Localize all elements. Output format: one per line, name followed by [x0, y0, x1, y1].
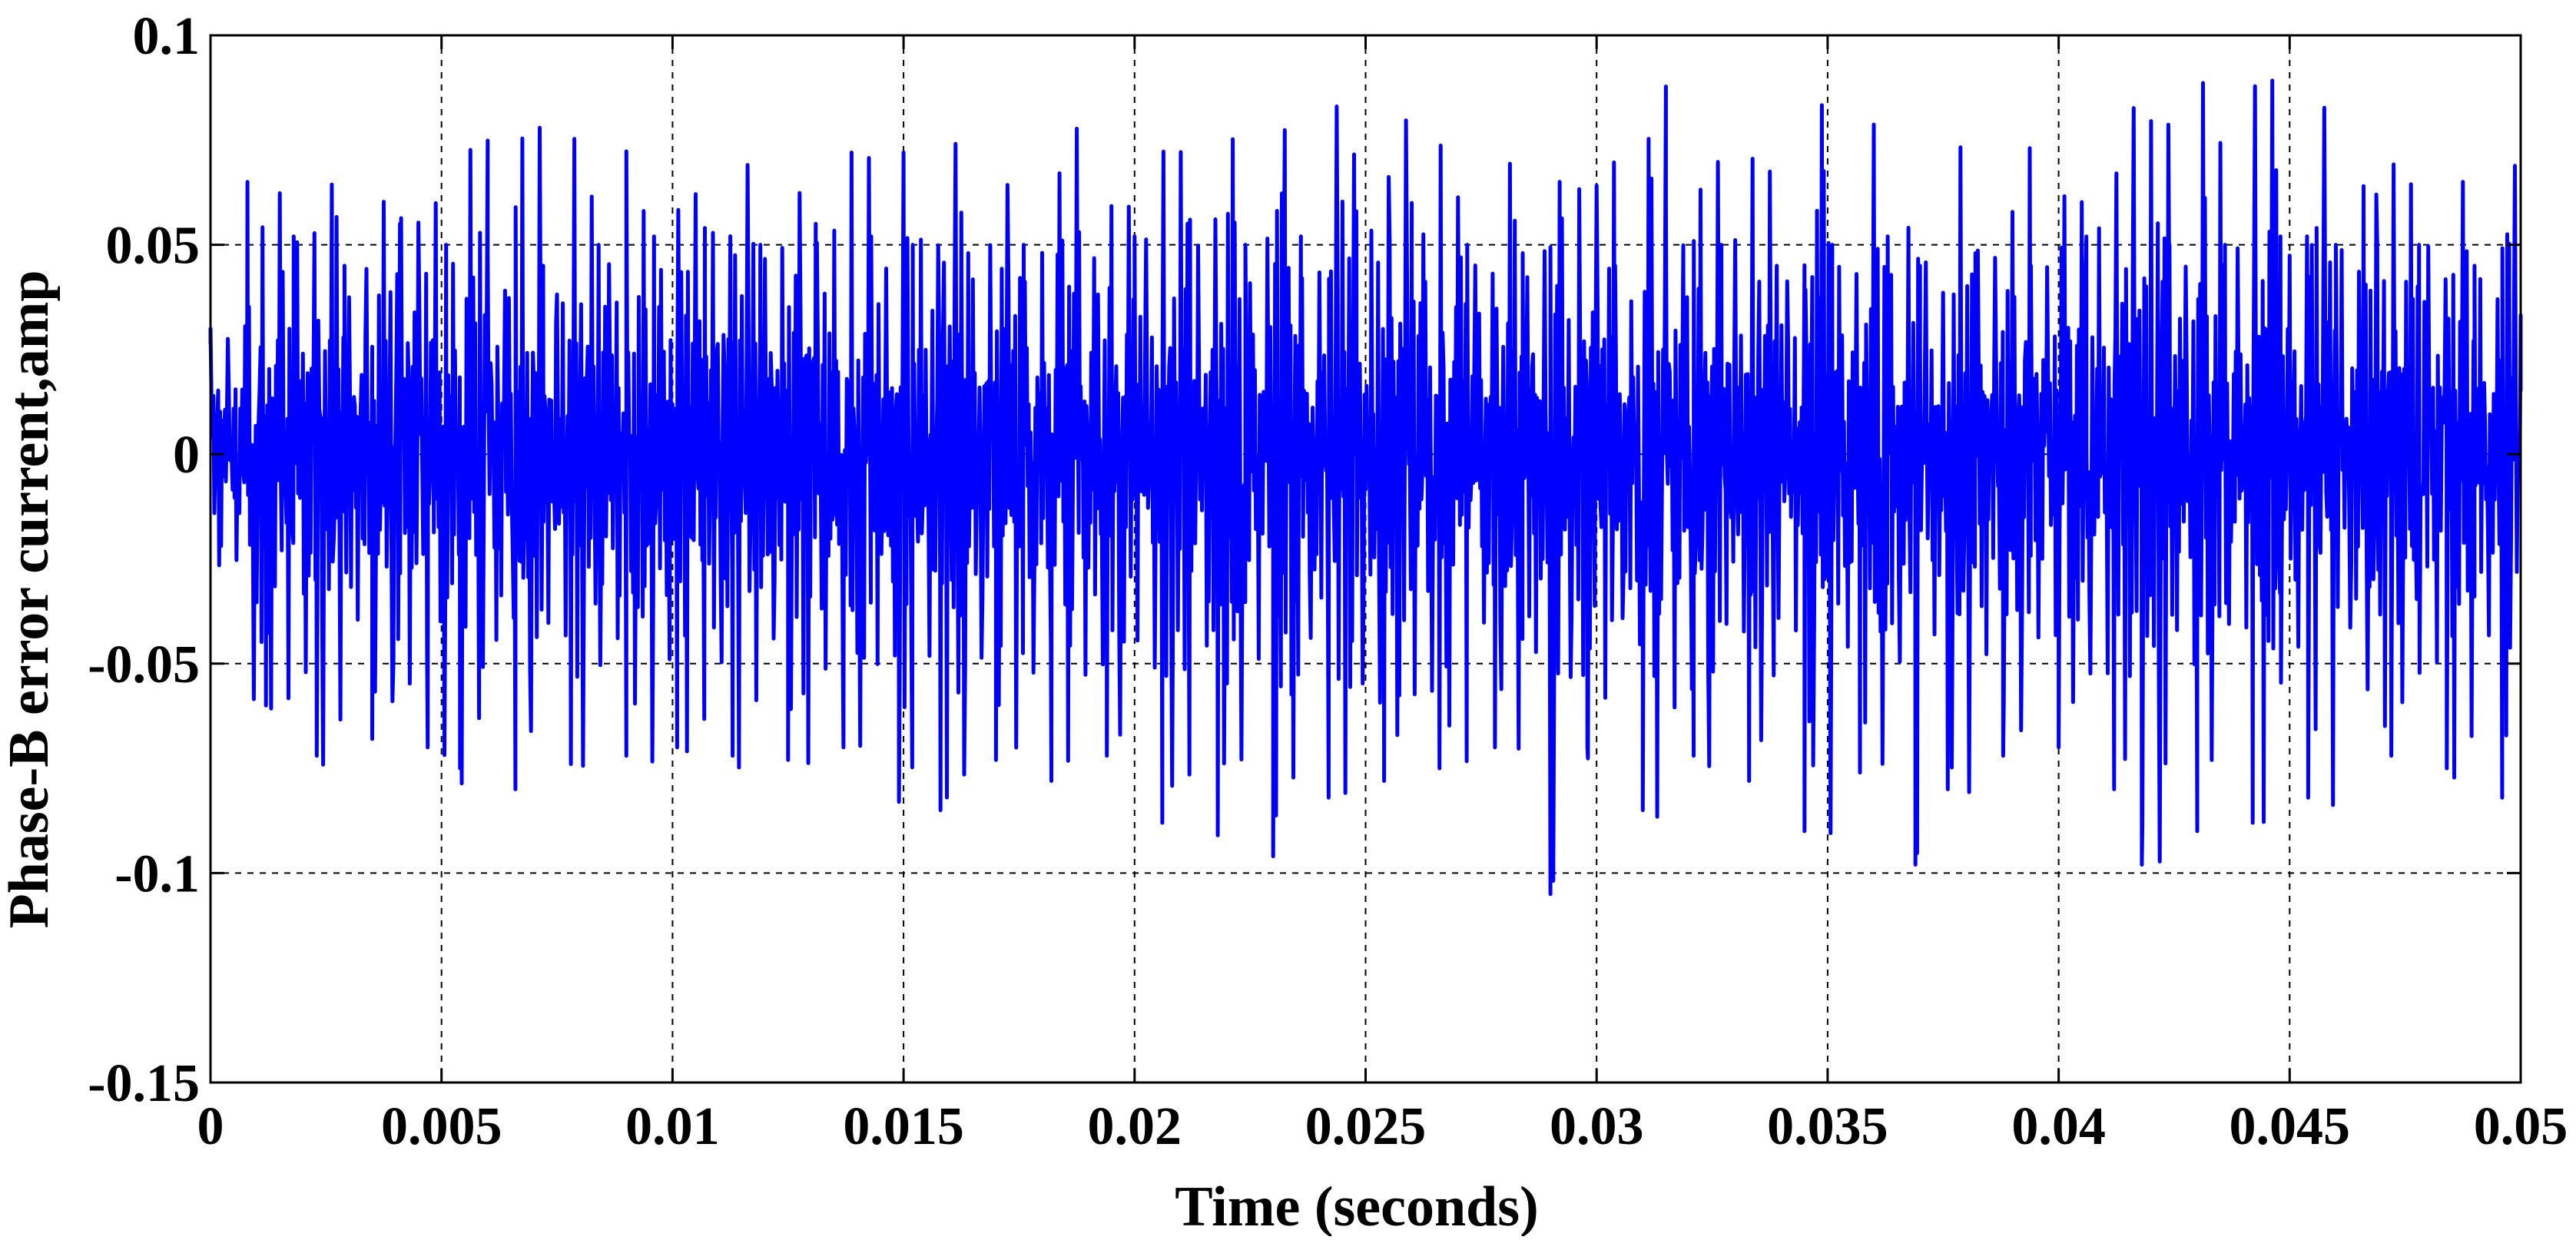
y-tick-label: 0 [173, 426, 200, 485]
x-tick-label: 0.03 [1550, 1097, 1644, 1156]
y-tick-label: -0.1 [114, 844, 200, 903]
series-layer [208, 78, 2523, 897]
x-tick-label: 0.005 [381, 1097, 502, 1156]
x-tick-label: 0.035 [1767, 1097, 1888, 1156]
y-tick-label: 0.1 [133, 7, 201, 66]
x-tick-label: 0.01 [625, 1097, 720, 1156]
x-tick-label: 0 [197, 1097, 224, 1156]
x-tick-label: 0.025 [1305, 1097, 1427, 1156]
x-axis-label: Time (seconds) [1175, 1175, 1538, 1236]
y-tick-label: -0.15 [88, 1054, 200, 1113]
x-tick-label: 0.045 [2230, 1097, 2351, 1156]
x-tick-label: 0.05 [2474, 1097, 2568, 1156]
y-tick-label: 0.05 [106, 217, 201, 276]
x-tick-label: 0.04 [2011, 1097, 2106, 1156]
y-tick-label: -0.05 [88, 635, 200, 695]
axes: 0 0.005 0.01 0.015 0.02 0.025 0.03 0.035 0.04 0.0… [88, 7, 2568, 1156]
series-line [208, 78, 2523, 897]
y-axis-label: Phase-B error current,amp [0, 270, 61, 929]
x-tick-label: 0.015 [843, 1097, 964, 1156]
x-tick-label: 0.02 [1088, 1097, 1182, 1156]
